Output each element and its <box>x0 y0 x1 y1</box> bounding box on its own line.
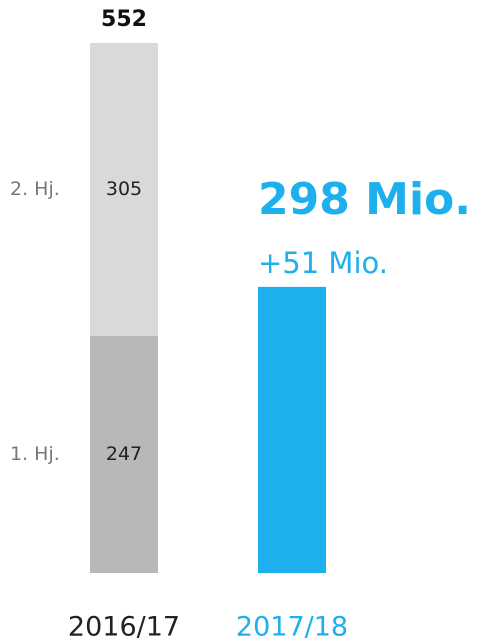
bar-segment <box>90 43 158 336</box>
bar-segment <box>258 286 326 573</box>
series-label: 1. Hj. <box>10 443 60 465</box>
x-tick-label: 2017/18 <box>236 612 348 643</box>
annotation: +51 Mio. <box>258 246 388 280</box>
series-label: 2. Hj. <box>10 178 60 200</box>
x-tick-label: 2016/17 <box>68 612 180 643</box>
bar-segment <box>90 335 158 573</box>
value-label: 298 Mio. <box>258 174 471 225</box>
total-label: 552 <box>101 7 147 32</box>
segment-label: 305 <box>106 178 142 200</box>
segment-label: 247 <box>106 443 142 465</box>
